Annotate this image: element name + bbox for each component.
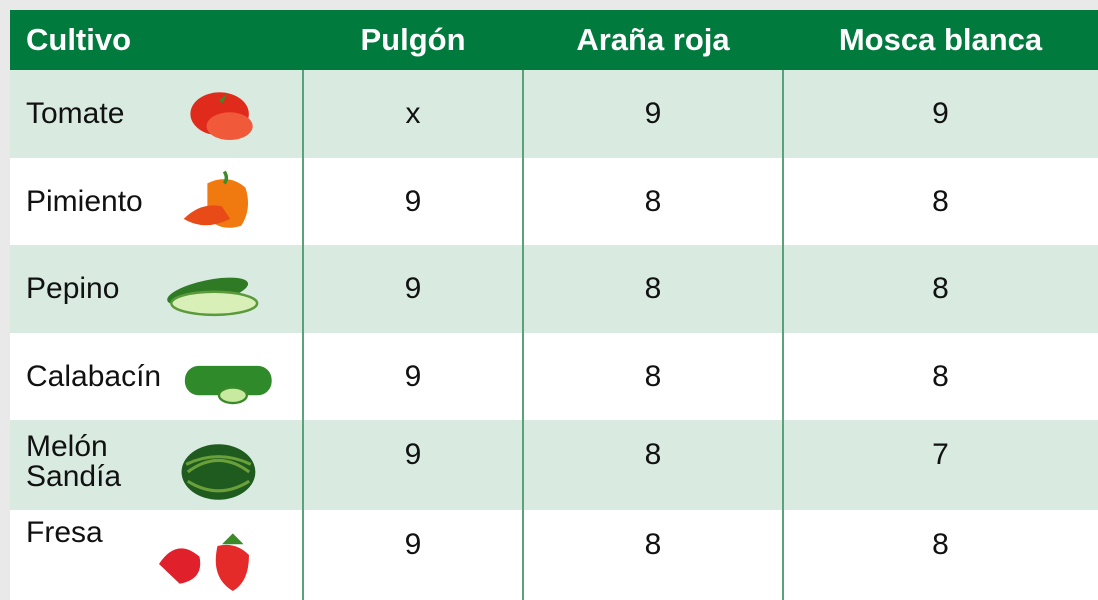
value-cell: 9: [783, 70, 1098, 158]
value-cell: 8: [523, 245, 783, 333]
crop-line: Tomate: [26, 99, 124, 129]
value-cell: 7: [783, 420, 1098, 510]
crop-line: Pimiento: [26, 187, 143, 217]
crop-name: Tomate: [26, 99, 124, 129]
column-divider: [522, 70, 524, 600]
value-cell: 8: [523, 420, 783, 510]
value-cell: 8: [523, 158, 783, 245]
crop-icon: [165, 355, 290, 417]
value-cell: 8: [783, 158, 1098, 245]
crop-icon: [148, 528, 278, 600]
value-cell: 8: [523, 333, 783, 420]
value-cell: 9: [303, 245, 523, 333]
header-cell: Mosca blanca: [783, 10, 1098, 70]
crop-icon: [180, 432, 280, 512]
value-cell: 9: [303, 158, 523, 245]
value-cell: 9: [303, 333, 523, 420]
crop-icon: [185, 80, 285, 160]
value-cell: 9: [303, 420, 523, 510]
crop-name: Pimiento: [26, 187, 143, 217]
value-cell: 8: [523, 510, 783, 600]
crop-name: Fresa: [26, 518, 103, 548]
crop-line: Pepino: [26, 274, 119, 304]
crop-icon: [155, 267, 285, 333]
value-cell: 9: [303, 510, 523, 600]
column-divider: [302, 70, 304, 600]
crop-name: Pepino: [26, 274, 119, 304]
crop-line: Calabacín: [26, 362, 161, 392]
crop-name: Calabacín: [26, 362, 161, 392]
value-cell: 9: [523, 70, 783, 158]
column-divider: [782, 70, 784, 600]
value-cell: 8: [783, 510, 1098, 600]
value-cell: x: [303, 70, 523, 158]
value-cell: 8: [783, 245, 1098, 333]
crop-line: Sandía: [26, 462, 121, 492]
header-cell: Pulgón: [303, 10, 523, 70]
crop-line: Fresa: [26, 518, 103, 548]
page: CultivoPulgónAraña rojaMosca blanca Tomat…: [0, 0, 1098, 600]
crop-line: Melón: [26, 432, 121, 462]
value-cell: 8: [783, 333, 1098, 420]
crop-icon: [182, 160, 292, 244]
header-cell: Cultivo: [10, 10, 303, 70]
header-cell: Araña roja: [523, 10, 783, 70]
